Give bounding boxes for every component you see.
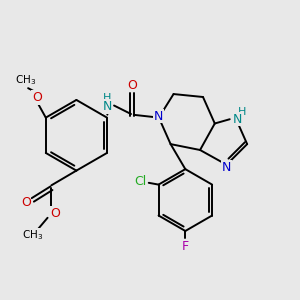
Text: H: H	[238, 107, 246, 117]
Text: Cl: Cl	[134, 175, 146, 188]
Text: N: N	[103, 100, 112, 113]
Text: F: F	[182, 240, 189, 253]
Text: N: N	[154, 110, 164, 123]
Text: CH$_3$: CH$_3$	[15, 73, 36, 87]
Text: O: O	[32, 91, 42, 104]
Text: H: H	[103, 94, 112, 103]
Text: O: O	[128, 79, 137, 92]
Text: N: N	[222, 160, 231, 174]
Text: O: O	[21, 196, 31, 209]
Text: N: N	[233, 112, 242, 126]
Text: CH$_3$: CH$_3$	[22, 229, 43, 242]
Text: O: O	[50, 207, 60, 220]
